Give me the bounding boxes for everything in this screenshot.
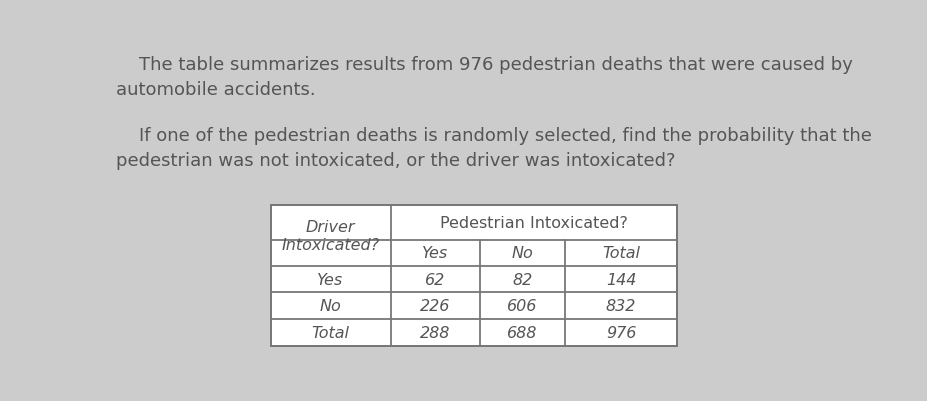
Text: 606: 606 [507,299,537,314]
Text: 62: 62 [425,272,445,287]
Text: Total: Total [602,245,640,261]
Text: 226: 226 [420,299,450,314]
Text: 144: 144 [605,272,636,287]
Text: No: No [319,299,341,314]
Text: pedestrian was not intoxicated, or the driver was intoxicated?: pedestrian was not intoxicated, or the d… [116,152,675,170]
Text: 976: 976 [605,325,636,340]
Text: 832: 832 [605,299,636,314]
Text: 288: 288 [420,325,450,340]
Text: No: No [511,245,533,261]
Text: Yes: Yes [422,245,448,261]
Text: Total: Total [311,325,349,340]
Text: Pedestrian Intoxicated?: Pedestrian Intoxicated? [439,215,627,230]
FancyBboxPatch shape [271,206,677,346]
Text: automobile accidents.: automobile accidents. [116,81,315,99]
Text: Driver
Intoxicated?: Driver Intoxicated? [281,220,379,252]
Text: 688: 688 [507,325,537,340]
Text: Yes: Yes [317,272,343,287]
Text: If one of the pedestrian deaths is randomly selected, find the probability that : If one of the pedestrian deaths is rando… [116,127,871,145]
Text: 82: 82 [512,272,532,287]
Text: The table summarizes results from 976 pedestrian deaths that were caused by: The table summarizes results from 976 pe… [116,56,852,74]
